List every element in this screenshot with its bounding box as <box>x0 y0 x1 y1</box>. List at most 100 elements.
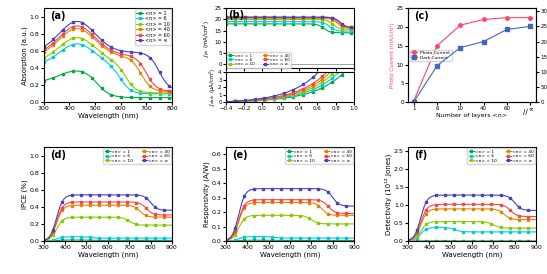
<n> = 10 <box>274 214 280 217</box>
Legend: <n> = 1, <n> = 6, <n> = 10, <n> = 40, <n> = 60, <n> = ∞: <n> = 1, <n> = 6, <n> = 10, <n> = 40, <n… <box>468 148 535 164</box>
<n> = 40 <box>159 89 165 93</box>
<n> = 6 <box>351 236 357 240</box>
<n> = 10 <box>340 27 346 31</box>
<n> = 6 <box>257 20 263 23</box>
<n> = 6 <box>62 235 68 239</box>
<n> = 10 <box>168 91 175 95</box>
<n> = 40 <box>456 207 463 210</box>
<n> = ∞ <box>130 193 136 196</box>
<n> = 40 <box>533 218 539 221</box>
<n> = 1 <box>223 239 229 243</box>
Line: <n> = 40: <n> = 40 <box>407 208 537 242</box>
<n> = ∞ <box>168 209 175 212</box>
<n> = 40 <box>312 202 318 205</box>
Dark Current <box>457 46 464 49</box>
Line: <n> = 1: <n> = 1 <box>225 23 355 34</box>
<n> = 10 <box>243 215 250 219</box>
<n> = ∞ <box>159 74 165 78</box>
<n> = 1 <box>223 22 229 25</box>
<n> = 40 <box>45 47 52 50</box>
<n> = ∞ <box>243 191 250 194</box>
<n> = 10 <box>40 239 47 242</box>
<n> = ∞ <box>426 197 432 200</box>
Text: (b): (b) <box>229 10 245 20</box>
<n> = 6 <box>230 20 237 23</box>
Line: <n> = 60: <n> = 60 <box>43 25 173 92</box>
<n> = 60 <box>479 203 486 206</box>
Legend: <n> = 1, <n> = 6, <n> = 10, <n> = 40, <n> = 60, <n> = ∞: <n> = 1, <n> = 6, <n> = 10, <n> = 40, <n… <box>286 148 353 164</box>
<n> = 10 <box>351 28 357 31</box>
Photo Current <box>504 16 510 19</box>
<n> = 10 <box>458 220 465 223</box>
<n> = 10 <box>74 36 80 39</box>
Y-axis label: Detectivity (10¹² Jones): Detectivity (10¹² Jones) <box>385 153 392 235</box>
<n> = 1 <box>230 22 237 25</box>
<n> = 40 <box>276 201 282 204</box>
<n> = 40 <box>48 45 55 48</box>
Text: (a): (a) <box>50 11 66 21</box>
<n> = 60 <box>274 198 281 201</box>
<n> = 40 <box>405 239 411 242</box>
<n> = ∞ <box>257 16 263 19</box>
<n> = 60 <box>163 89 170 92</box>
<n> = 6 <box>533 230 539 233</box>
<n> = 60 <box>168 213 175 217</box>
<n> = 1 <box>246 22 253 25</box>
<n> = 6 <box>48 56 55 60</box>
<n> = 40 <box>340 25 346 29</box>
<n> = ∞ <box>344 25 351 28</box>
Line: <n> = ∞: <n> = ∞ <box>407 194 537 241</box>
<n> = 1 <box>164 239 171 242</box>
<n> = 60 <box>351 26 357 29</box>
<n> = 40 <box>528 218 535 221</box>
<n> = ∞ <box>346 204 353 208</box>
<n> = ∞ <box>62 196 68 200</box>
<n> = 10 <box>223 239 229 242</box>
Line: <n> = ∞: <n> = ∞ <box>225 188 355 241</box>
<n> = 1 <box>276 239 283 242</box>
X-axis label: Wavelength (nm): Wavelength (nm) <box>78 113 138 119</box>
<n> = 6 <box>228 20 234 23</box>
<n> = 1 <box>346 239 353 242</box>
<n> = ∞ <box>312 187 318 190</box>
<n> = 10 <box>94 216 101 219</box>
<n> = 40 <box>223 239 229 242</box>
<n> = 1 <box>92 239 99 242</box>
<n> = 60 <box>92 200 98 204</box>
<n> = 10 <box>159 91 165 95</box>
<n> = 60 <box>62 203 68 206</box>
<n> = 1 <box>426 239 432 242</box>
<n> = 10 <box>257 18 263 21</box>
<n> = 40 <box>479 207 486 210</box>
<n> = 60 <box>351 212 357 215</box>
<n> = ∞ <box>223 16 229 19</box>
<n> = 40 <box>274 201 281 204</box>
<n> = 60 <box>164 213 171 217</box>
Line: <n> = 1: <n> = 1 <box>43 70 173 99</box>
<n> = 6 <box>297 236 304 240</box>
<n> = 1 <box>257 22 263 25</box>
<n> = 40 <box>65 31 71 34</box>
<n> = ∞ <box>74 20 80 23</box>
<n> = 6 <box>458 230 465 233</box>
<n> = 6 <box>168 92 175 95</box>
Legend: Photo Current, Dark Current: Photo Current, Dark Current <box>410 50 452 61</box>
<n> = 1 <box>351 239 357 242</box>
Dark Current <box>434 64 440 67</box>
<n> = 1 <box>168 96 175 99</box>
<n> = 40 <box>243 204 250 207</box>
<n> = 60 <box>276 198 282 201</box>
Dark Current <box>480 40 487 43</box>
<n> = 60 <box>48 43 55 46</box>
Y-axis label: Absorption (a.u.): Absorption (a.u.) <box>22 26 28 85</box>
<n> = ∞ <box>48 39 55 43</box>
<n> = 60 <box>493 203 500 206</box>
<n> = 60 <box>464 203 470 206</box>
X-axis label: Number of layers <n>: Number of layers <n> <box>437 113 508 118</box>
<n> = 1 <box>340 31 346 35</box>
<n> = 60 <box>94 200 100 204</box>
Legend: <n> = 1, <n> = 6, <n> = 10, <n> = 40, <n> = 60, <n> = ∞: <n> = 1, <n> = 6, <n> = 10, <n> = 40, <n… <box>135 9 171 45</box>
<n> = 1 <box>94 239 101 242</box>
<n> = 10 <box>115 216 121 219</box>
<n> = 1 <box>62 238 68 242</box>
